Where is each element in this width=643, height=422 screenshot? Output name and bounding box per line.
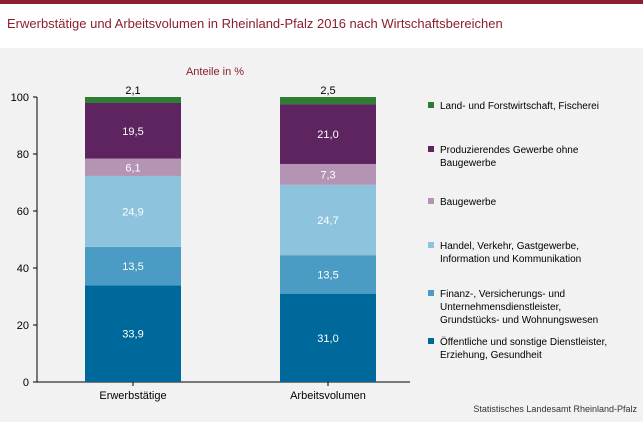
legend-label: Finanz-, Versicherungs- und Unternehmensd…	[440, 289, 598, 326]
data-label: 24,9	[122, 206, 143, 218]
legend-label: Baugewerbe	[440, 197, 497, 208]
data-label: 7,3	[320, 169, 335, 181]
data-label: 13,5	[317, 269, 338, 281]
source-note: Statistisches Landesamt Rheinland-Pfalz	[473, 404, 637, 414]
bar-segment	[280, 293, 376, 382]
legend-swatch	[428, 242, 434, 248]
y-tick-label: 20	[17, 320, 29, 332]
x-tick-label: Arbeitsvolumen	[290, 390, 366, 402]
legend-label: Handel, Verkehr, Gastgewerbe, Information…	[440, 241, 581, 265]
data-label: 2,1	[125, 85, 140, 97]
bar-segment	[280, 163, 376, 185]
legend-swatch	[428, 102, 434, 108]
data-label: 19,5	[122, 126, 143, 138]
legend-label: Produzierendes Gewerbe ohne Baugewerbe	[440, 145, 579, 169]
bar-segment	[280, 184, 376, 256]
bar-segment	[85, 102, 181, 159]
bar-segment	[85, 175, 181, 247]
y-tick-label: 60	[17, 206, 29, 218]
y-tick-label: 0	[23, 377, 29, 389]
legend-swatch	[428, 146, 434, 152]
legend-swatch	[428, 198, 434, 204]
legend-swatch	[428, 338, 434, 344]
y-tick-label: 80	[17, 149, 29, 161]
title-accent-bar	[0, 0, 643, 4]
unit-label: Anteile in %	[186, 66, 244, 78]
legend-swatch	[428, 290, 434, 296]
bar-segment	[280, 97, 376, 105]
data-label: 13,5	[122, 261, 143, 273]
bar-segment	[85, 285, 181, 382]
data-label: 2,5	[320, 85, 335, 97]
chart-title: Erwerbstätige und Arbeitsvolumen in Rhei…	[7, 16, 503, 31]
bar-segment	[85, 158, 181, 176]
legend-label: Öffentliche und sonstige Dienstleister, E…	[440, 336, 607, 361]
bar-segment	[280, 104, 376, 164]
data-label: 33,9	[122, 329, 143, 341]
bar-segment	[85, 246, 181, 286]
bar-segment	[85, 97, 181, 103]
data-label: 24,7	[317, 215, 338, 227]
data-label: 21,0	[317, 129, 338, 141]
data-label: 31,0	[317, 333, 338, 345]
x-tick-label: Erwerbstätige	[99, 390, 166, 402]
data-label: 6,1	[125, 162, 140, 174]
legend-label: Land- und Forstwirtschaft, Fischerei	[440, 101, 599, 112]
y-tick-label: 100	[11, 92, 29, 104]
y-tick-label: 40	[17, 263, 29, 275]
bar-segment	[280, 255, 376, 294]
